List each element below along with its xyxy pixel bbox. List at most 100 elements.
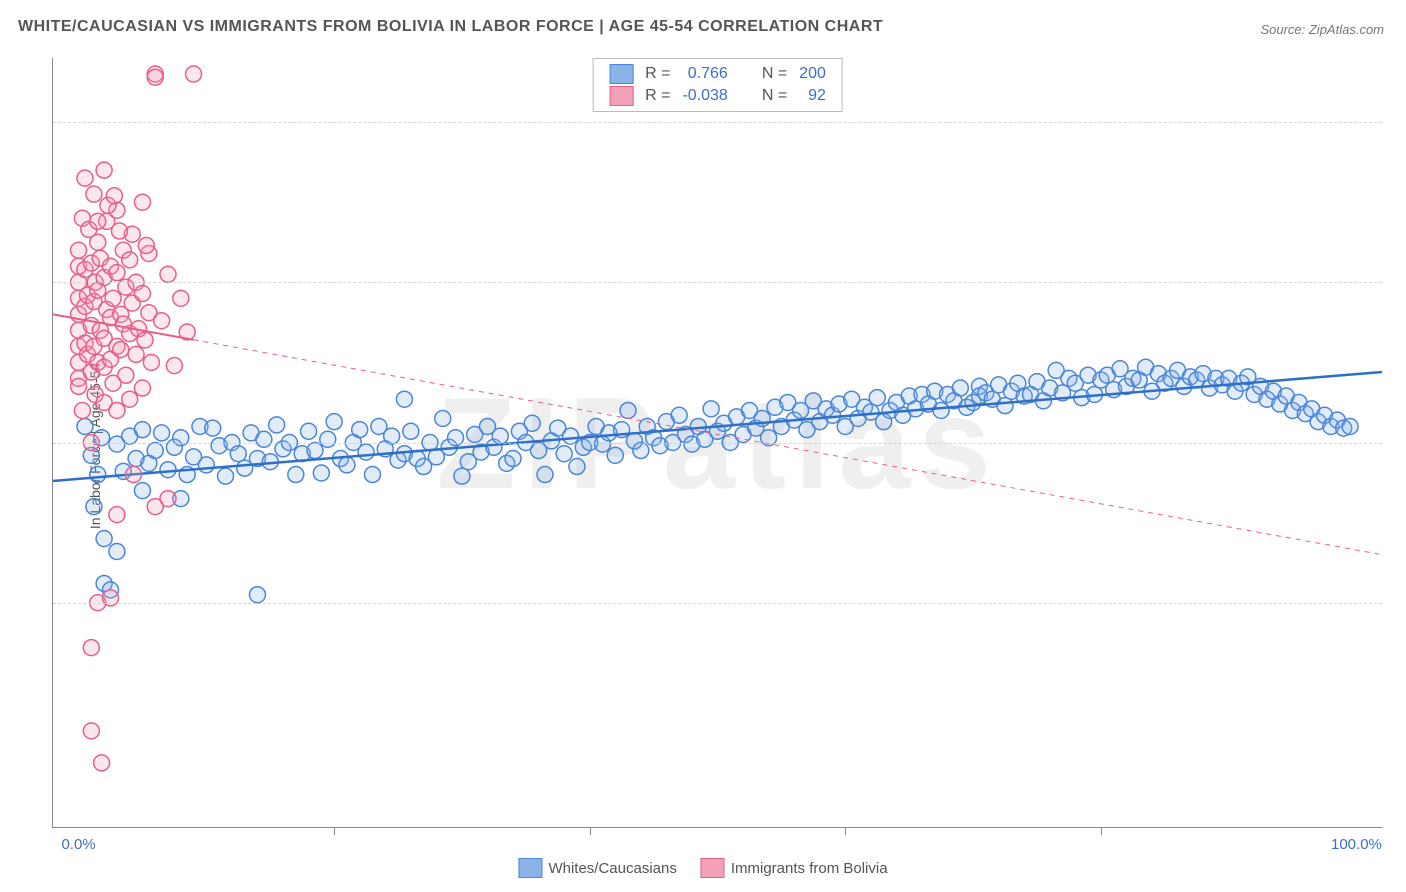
- n-value: 92: [793, 85, 832, 107]
- scatter-point: [364, 467, 380, 483]
- gridline: [53, 443, 1382, 444]
- legend-swatch-icon: [518, 858, 542, 878]
- r-label: R =: [639, 85, 676, 107]
- scatter-point: [1342, 418, 1358, 434]
- scatter-point: [620, 402, 636, 418]
- scatter-point: [109, 507, 125, 523]
- scatter-point: [83, 723, 99, 739]
- scatter-point: [128, 346, 144, 362]
- scatter-point: [218, 468, 234, 484]
- scatter-point: [396, 391, 412, 407]
- scatter-point: [633, 443, 649, 459]
- scatter-point: [113, 342, 129, 358]
- y-tick-label: 100.0%: [1392, 114, 1406, 131]
- scatter-point: [90, 213, 106, 229]
- plot-area: ZIPatlas R = 0.766 N = 200 R = -0.038 N …: [52, 58, 1382, 828]
- scatter-point: [105, 290, 121, 306]
- scatter-point: [134, 380, 150, 396]
- scatter-point: [77, 418, 93, 434]
- scatter-point: [230, 446, 246, 462]
- scatter-point: [126, 467, 142, 483]
- legend-swatch-icon: [609, 86, 633, 106]
- scatter-point: [94, 755, 110, 771]
- legend-item: Whites/Caucasians: [518, 858, 676, 878]
- scatter-point: [256, 431, 272, 447]
- scatter-point: [109, 265, 125, 281]
- scatter-point: [339, 457, 355, 473]
- scatter-point: [147, 69, 163, 85]
- stats-legend-row: R = -0.038 N = 92: [603, 85, 832, 107]
- scatter-point: [352, 422, 368, 438]
- scatter-point: [952, 380, 968, 396]
- scatter-point: [96, 531, 112, 547]
- scatter-point: [454, 468, 470, 484]
- scatter-point: [138, 237, 154, 253]
- scatter-point: [671, 407, 687, 423]
- legend-label: Immigrants from Bolivia: [731, 860, 888, 877]
- scatter-point: [137, 332, 153, 348]
- scatter-point: [90, 467, 106, 483]
- x-tick-mark: [1101, 827, 1102, 835]
- scatter-point: [160, 462, 176, 478]
- scatter-point: [703, 401, 719, 417]
- scatter-point: [109, 402, 125, 418]
- scatter-point: [134, 483, 150, 499]
- legend-swatch-icon: [609, 64, 633, 84]
- y-tick-label: 90.0%: [1392, 274, 1406, 291]
- scatter-point: [160, 266, 176, 282]
- legend-item: Immigrants from Bolivia: [701, 858, 888, 878]
- scatter-point: [288, 467, 304, 483]
- x-tick-mark: [334, 827, 335, 835]
- r-label: R =: [639, 63, 676, 85]
- legend-swatch-icon: [701, 858, 725, 878]
- n-label: N =: [756, 85, 793, 107]
- scatter-point: [96, 162, 112, 178]
- scatter-point: [313, 465, 329, 481]
- gridline: [53, 122, 1382, 123]
- scatter-point: [537, 467, 553, 483]
- x-tick-label: 100.0%: [1331, 836, 1382, 853]
- x-tick-mark: [590, 827, 591, 835]
- scatter-point: [118, 367, 134, 383]
- scatter-point: [869, 390, 885, 406]
- scatter-point: [307, 443, 323, 459]
- scatter-point: [147, 443, 163, 459]
- scatter-point: [320, 431, 336, 447]
- scatter-point: [134, 422, 150, 438]
- scatter-point: [435, 410, 451, 426]
- source-attribution: Source: ZipAtlas.com: [1260, 22, 1384, 37]
- scatter-point: [147, 499, 163, 515]
- scatter-point: [607, 447, 623, 463]
- y-tick-label: 70.0%: [1392, 594, 1406, 611]
- chart-title: WHITE/CAUCASIAN VS IMMIGRANTS FROM BOLIV…: [18, 18, 883, 36]
- scatter-point: [111, 223, 127, 239]
- scatter-point: [154, 313, 170, 329]
- y-tick-label: 80.0%: [1392, 434, 1406, 451]
- stats-legend: R = 0.766 N = 200 R = -0.038 N = 92: [592, 58, 843, 112]
- gridline: [53, 282, 1382, 283]
- scatter-point: [358, 444, 374, 460]
- scatter-point: [86, 499, 102, 515]
- scatter-point: [106, 188, 122, 204]
- gridline: [53, 603, 1382, 604]
- n-label: N =: [756, 63, 793, 85]
- n-value: 200: [793, 63, 832, 85]
- scatter-point: [134, 194, 150, 210]
- scatter-point: [249, 587, 265, 603]
- x-tick-label: 0.0%: [61, 836, 95, 853]
- scatter-point: [326, 414, 342, 430]
- scatter-point: [524, 415, 540, 431]
- scatter-point: [556, 446, 572, 462]
- scatter-point: [134, 286, 150, 302]
- scatter-point: [166, 358, 182, 374]
- scatter-point: [143, 354, 159, 370]
- r-value: 0.766: [676, 63, 733, 85]
- scatter-point: [186, 66, 202, 82]
- stats-legend-row: R = 0.766 N = 200: [603, 63, 832, 85]
- scatter-point: [154, 425, 170, 441]
- scatter-point: [83, 640, 99, 656]
- r-value: -0.038: [676, 85, 733, 107]
- scatter-point: [74, 402, 90, 418]
- scatter-point: [205, 420, 221, 436]
- scatter-point: [122, 252, 138, 268]
